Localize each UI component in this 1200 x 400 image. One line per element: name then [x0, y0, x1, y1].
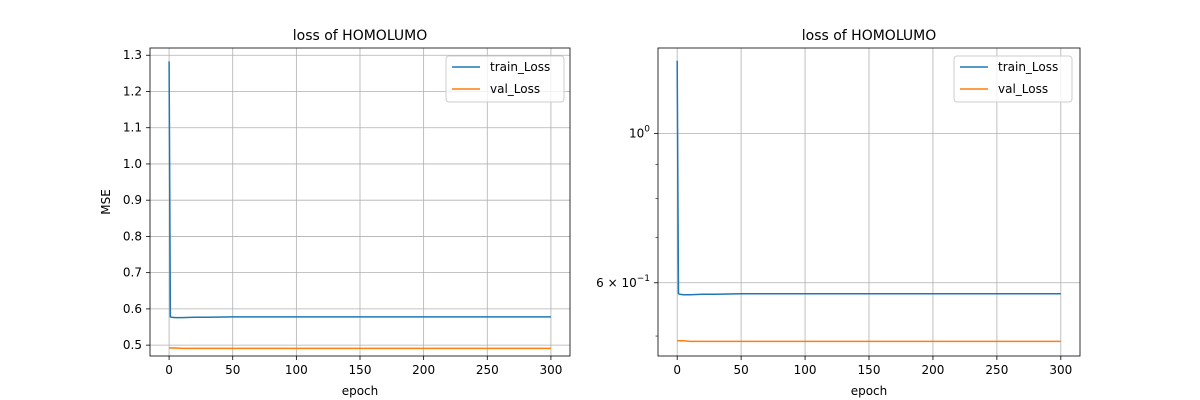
- y-axis-label-left: MSE: [99, 189, 113, 215]
- y-tick-label: 1.1: [123, 121, 142, 135]
- grid-right: [658, 48, 1080, 356]
- y-tick-label: 0.6: [123, 302, 142, 316]
- series-line-val_Loss: [677, 340, 1061, 343]
- x-ticks-left: 0 50 100 150 200 250 300: [165, 356, 562, 377]
- y-tick-label: 0.5: [123, 338, 142, 352]
- y-ticks-left: 0.5 0.6 0.7 0.8 0.9 1.0 1.1 1.2 1.3: [123, 48, 150, 352]
- chart-title-left: loss of HOMOLUMO: [293, 28, 428, 44]
- legend-label-val-left: val_Loss: [490, 82, 540, 96]
- x-tick-label: 0: [673, 363, 681, 377]
- y-tick-label: 0.7: [123, 266, 142, 280]
- chart-left: 0 50 100 150 200 250 300 0.5 0.6 0.7 0.8 0.9 1.0 1.1…: [99, 28, 571, 398]
- y-tick-label: 1.0: [123, 157, 142, 171]
- x-tick-label: 50: [225, 363, 240, 377]
- x-tick-label: 250: [476, 363, 499, 377]
- y-tick-label: 0.9: [123, 193, 142, 207]
- x-tick-label: 100: [794, 363, 817, 377]
- x-axis-label-right: epoch: [851, 384, 888, 398]
- x-tick-label: 0: [165, 363, 173, 377]
- x-ticks-right: 0 50 100 150 200 250 300: [673, 356, 1072, 377]
- legend-right: train_Loss val_Loss: [953, 55, 1073, 103]
- series-line-train_Loss: [168, 61, 551, 319]
- y-tick-label: 100: [629, 125, 650, 141]
- x-axis-label-left: epoch: [342, 384, 379, 398]
- y-tick-label: 1.2: [123, 84, 142, 98]
- chart-right: 0 50 100 150 200 250 300 100 6 × 10−1 loss of H…: [596, 28, 1081, 398]
- series-line-train_Loss: [676, 60, 1061, 296]
- x-tick-label: 200: [921, 363, 944, 377]
- x-tick-label: 150: [858, 363, 881, 377]
- series-lines-left: [168, 61, 551, 350]
- x-tick-label: 100: [285, 363, 308, 377]
- y-tick-label: 0.8: [123, 229, 142, 243]
- x-tick-label: 300: [1049, 363, 1072, 377]
- legend-left: train_Loss val_Loss: [445, 55, 565, 103]
- chart-title-right: loss of HOMOLUMO: [802, 28, 937, 44]
- x-tick-label: 300: [539, 363, 562, 377]
- y-tick-label: 1.3: [123, 48, 142, 62]
- x-tick-label: 50: [733, 363, 748, 377]
- series-lines-right: [676, 60, 1061, 343]
- legend-label-train-left: train_Loss: [490, 60, 550, 74]
- legend-label-val-right: val_Loss: [998, 82, 1048, 96]
- y-tick-label: 6 × 10−1: [596, 274, 650, 290]
- x-tick-label: 200: [412, 363, 435, 377]
- y-ticks-right: 100 6 × 10−1: [596, 125, 658, 337]
- x-tick-label: 250: [985, 363, 1008, 377]
- legend-label-train-right: train_Loss: [998, 60, 1058, 74]
- x-tick-label: 150: [349, 363, 372, 377]
